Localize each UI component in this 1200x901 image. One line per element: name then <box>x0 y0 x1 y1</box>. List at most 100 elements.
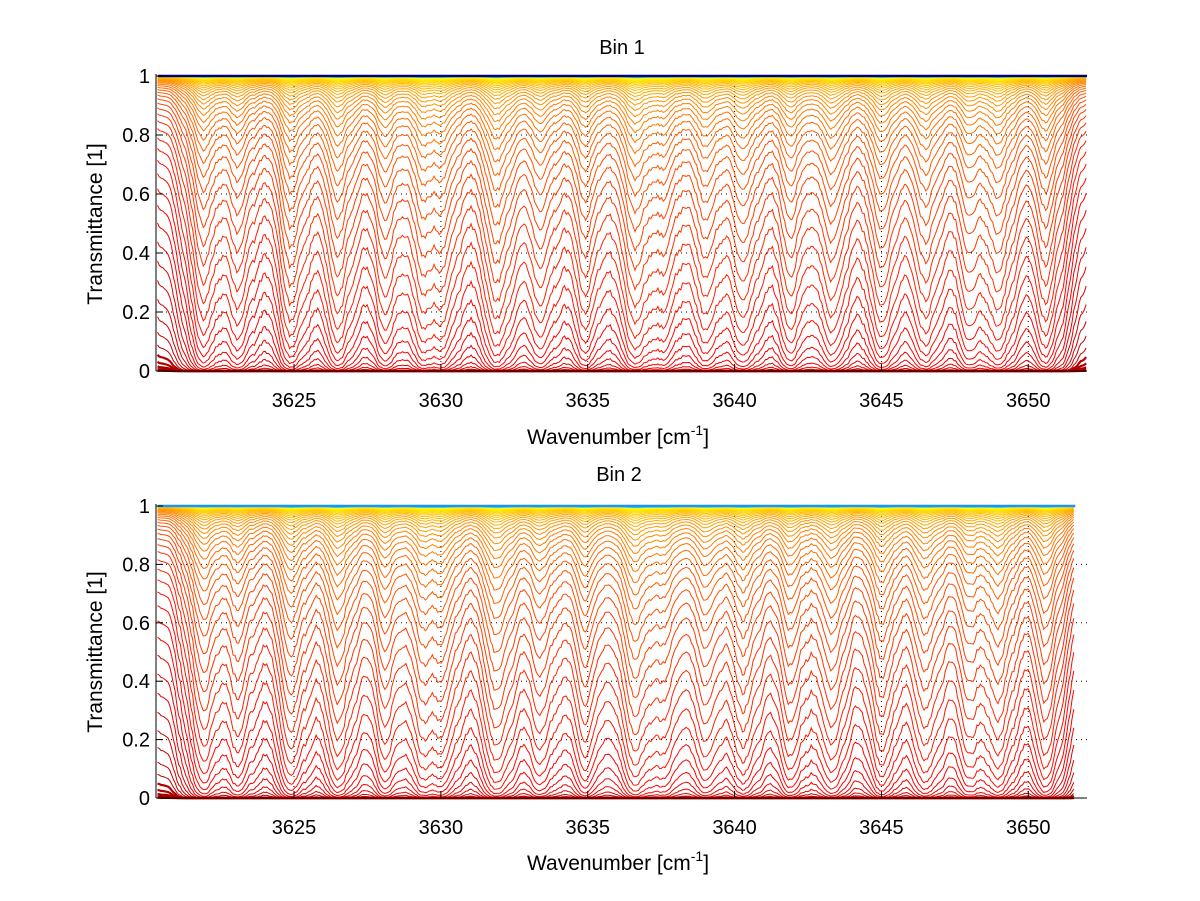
series-line <box>157 82 1087 134</box>
subplot-bin-1: Bin 1 0 0.2 0.4 0.6 0.8 1 3625 3630 3635 3640 364… <box>84 37 1087 449</box>
series-line <box>157 508 1074 531</box>
x-tick-label: 3640 <box>712 817 757 839</box>
series-line <box>157 692 1075 799</box>
series-line <box>157 260 1087 372</box>
x-tick-label: 3625 <box>272 817 317 839</box>
series-line <box>157 79 1087 112</box>
series-line <box>157 148 1087 351</box>
y-axis-label: Transmittance [1] <box>84 143 107 304</box>
x-axis-label: Wavenumber [cm-1] <box>527 848 709 875</box>
axes <box>155 74 1087 372</box>
series-line <box>157 86 1087 168</box>
series-line <box>157 507 1074 521</box>
series-line <box>157 510 1075 547</box>
series-line <box>157 551 1075 736</box>
curves <box>157 504 1076 800</box>
series-line <box>157 222 1087 372</box>
y-tick-label: 0 <box>139 361 150 383</box>
series-line <box>157 91 1087 198</box>
y-tick-labels: 0 0.2 0.4 0.6 0.8 1 <box>122 66 150 383</box>
curves <box>156 74 1087 373</box>
x-tick-label: 3625 <box>272 390 317 412</box>
y-tick-label: 0 <box>139 788 150 810</box>
series-line <box>157 77 1087 94</box>
series-line <box>157 80 1087 118</box>
series-line <box>157 515 1075 584</box>
x-tick-label: 3635 <box>565 817 610 839</box>
series-line <box>157 89 1087 182</box>
y-tick-labels: 0 0.2 0.4 0.6 0.8 1 <box>122 496 150 810</box>
series-line <box>157 506 1074 519</box>
y-tick-label: 0.4 <box>122 671 150 693</box>
series-line <box>157 513 1075 572</box>
x-tick-label: 3645 <box>859 390 904 412</box>
series-line <box>157 508 1074 536</box>
series-line <box>157 76 1087 87</box>
y-tick-label: 0.6 <box>122 613 150 635</box>
series-line <box>157 173 1087 365</box>
grid <box>156 506 1087 798</box>
series-line <box>157 77 1087 92</box>
y-tick-label: 0.4 <box>122 243 150 265</box>
series-line <box>157 94 1087 215</box>
series-line <box>157 78 1087 106</box>
y-tick-label: 0.8 <box>122 125 150 147</box>
series-line <box>157 512 1075 563</box>
x-tick-labels: 3625 3630 3635 3640 3645 3650 <box>272 390 1051 412</box>
series-line <box>157 620 1075 796</box>
series-line <box>157 673 1075 799</box>
series-line <box>157 636 1075 798</box>
series-line <box>157 506 1074 517</box>
x-tick-label: 3650 <box>1006 817 1051 839</box>
series-line <box>157 78 1087 102</box>
series-line <box>157 521 1075 626</box>
y-tick-label: 0.2 <box>122 730 150 752</box>
axes <box>155 504 1087 799</box>
series-line <box>157 517 1075 596</box>
series-line <box>157 538 1075 699</box>
series-line <box>157 113 1087 291</box>
x-tick-label: 3645 <box>859 817 904 839</box>
series-line <box>157 506 1074 516</box>
chart-title: Bin 2 <box>596 464 642 486</box>
series-line <box>157 654 1075 798</box>
series-line <box>157 579 1075 778</box>
series-line <box>157 188 1087 369</box>
series-line <box>157 120 1087 310</box>
series-line <box>157 102 1087 253</box>
series-line <box>157 533 1075 679</box>
series-line <box>157 544 1075 718</box>
chart-title: Bin 1 <box>599 37 645 59</box>
series-line <box>157 98 1087 234</box>
series-line <box>157 137 1087 340</box>
series-line <box>157 77 1087 98</box>
y-tick-label: 1 <box>139 496 150 518</box>
series-line <box>157 83 1087 144</box>
series-line <box>157 76 1087 89</box>
series-line <box>157 519 1075 610</box>
series-line <box>157 525 1075 642</box>
series-line <box>157 591 1075 786</box>
series-line <box>157 128 1087 326</box>
y-tick-label: 0.2 <box>122 302 150 324</box>
series-line <box>157 107 1087 272</box>
series-line <box>157 81 1087 125</box>
series-line <box>157 559 1075 752</box>
y-tick-label: 1 <box>139 66 150 88</box>
series-line <box>157 76 1087 86</box>
series-line <box>157 605 1075 792</box>
series-line <box>157 511 1075 554</box>
y-tick-label: 0.8 <box>122 554 150 576</box>
x-axis-label: Wavenumber [cm-1] <box>527 422 709 449</box>
series-line <box>157 568 1075 766</box>
series-line <box>157 507 1074 524</box>
x-tick-label: 3630 <box>419 817 464 839</box>
x-tick-label: 3630 <box>419 390 464 412</box>
y-tick-label: 0.6 <box>122 184 150 206</box>
subplot-bin-2: Bin 2 0 0.2 0.4 0.6 0.8 1 3625 3630 3635 3640 364… <box>84 464 1087 875</box>
series-line <box>157 204 1087 371</box>
series-line <box>157 160 1087 360</box>
x-tick-label: 3640 <box>712 390 757 412</box>
series-line <box>157 241 1087 372</box>
series-line <box>157 509 1074 541</box>
